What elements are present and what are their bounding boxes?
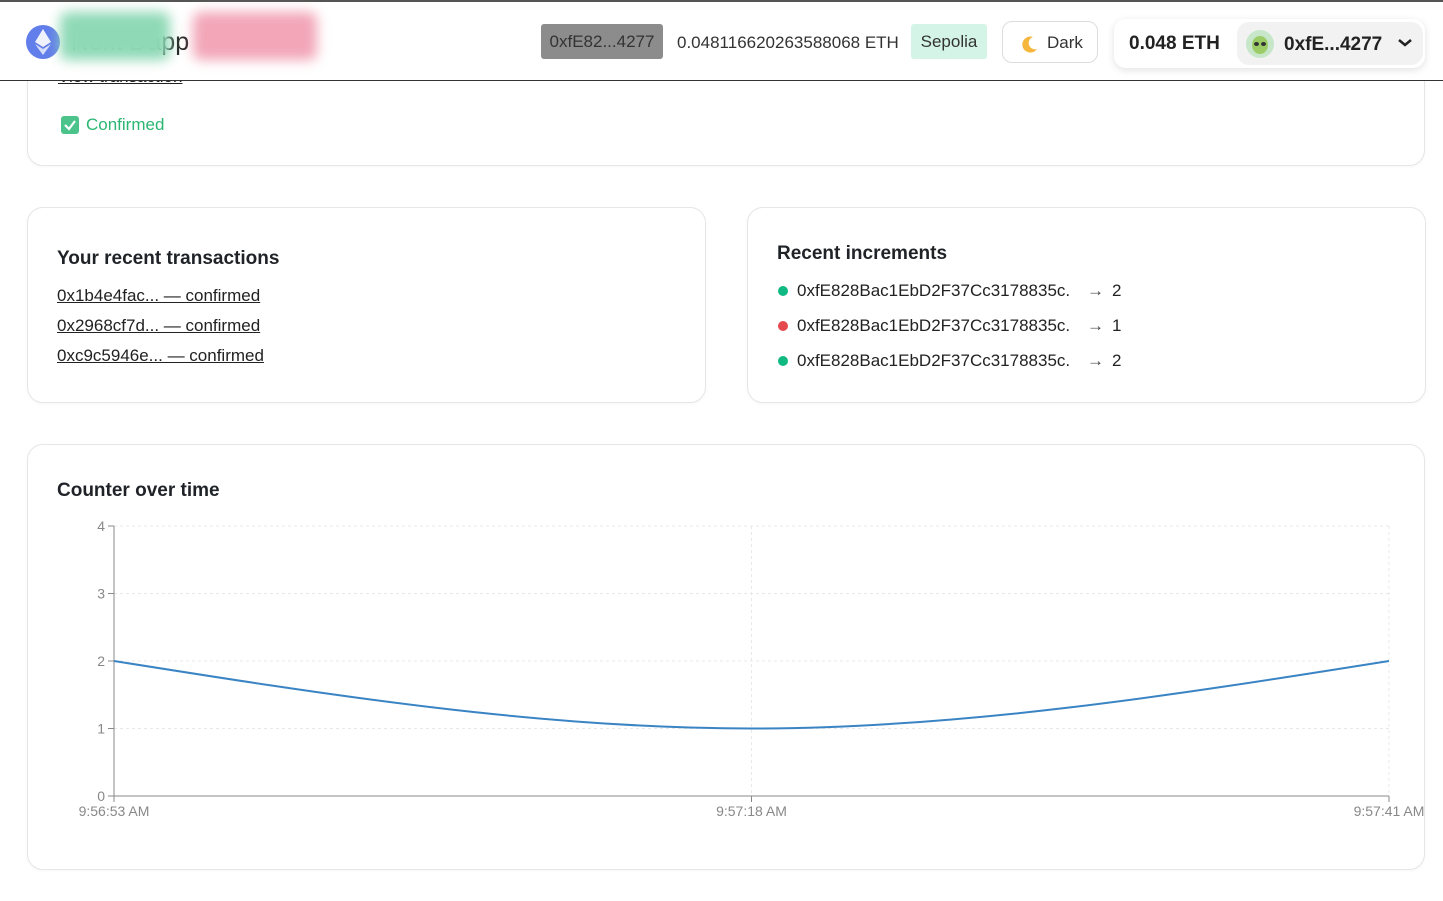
chart-card: Counter over time 0 1 2 3 4 9:56:53 AM 9:57:18… [27,444,1425,870]
avatar [1246,30,1274,58]
transaction-link[interactable]: 0xc9c5946e... — confirmed [57,346,264,365]
x-tick-label: 9:57:18 AM [716,803,787,819]
card-title: Recent increments [777,243,948,264]
increment-address: 0xfE828Bac1EbD2F37Cc3178835c... [797,316,1069,335]
increment-address: 0xfE828Bac1EbD2F37Cc3178835c... [797,351,1069,370]
theme-button[interactable]: Dark [1002,21,1098,63]
blurred-button[interactable] [60,12,170,60]
blurred-button[interactable] [193,12,317,60]
arrow: → [1087,316,1104,335]
wallet-balance: 0.048 ETH [1129,33,1220,54]
line [113,660,1390,730]
increments-card: Recent increments 0xfE828Bac1EbD2F37Cc31… [747,207,1426,403]
check-icon [61,116,79,134]
transactions-card: Your recent transactions 0x1b4e4fac... —… [27,207,706,403]
address-badge: 0xfE82...4277 [541,24,663,59]
logo [26,25,60,59]
transaction-link[interactable]: 0x1b4e4fac... — confirmed [57,286,261,305]
y-tick-label: 4 [97,518,105,534]
balance: 0.048116620263588068 ETH [677,33,899,52]
arrow: → [1087,281,1104,300]
status-dot [778,321,788,331]
increment-value: 2 [1112,281,1122,300]
x-tick-label: 9:56:53 AM [79,803,150,819]
header: Next Dapp 0xfE82...4277 0.04811662026358… [0,0,1443,81]
wallet-button[interactable]: 0.048 ETH 0xfE...4277 [1114,19,1425,68]
status-dot [778,286,788,296]
arrow: → [1087,351,1104,370]
wallet-account[interactable]: 0xfE...4277 [1237,22,1423,65]
y-tick-label: 0 [97,788,105,804]
y-tick-label: 2 [97,653,105,669]
y-tick-label: 3 [97,586,105,602]
network-badge: Sepolia [911,24,987,59]
increment-value: 2 [1112,351,1122,370]
status-text: Confirmed [86,115,165,134]
chart: 0 1 2 3 4 9:56:53 AM 9:57:18 AM 9:57:41 AM [79,518,1424,819]
y-tick-label: 1 [97,721,105,737]
card-title: Your recent transactions [57,248,280,269]
chevron [1398,39,1412,47]
transaction-link[interactable]: 0x2968cf7d... — confirmed [57,316,261,335]
increment-address: 0xfE828Bac1EbD2F37Cc3178835c... [797,281,1069,300]
moon-icon [1022,36,1037,53]
chart-title: Counter over time [57,480,220,501]
wallet-address: 0xfE...4277 [1284,34,1383,55]
status-dot [778,356,788,366]
theme-label: Dark [1047,33,1083,52]
x-tick-label: 9:57:41 AM [1354,803,1424,819]
increment-value: 1 [1112,316,1122,335]
